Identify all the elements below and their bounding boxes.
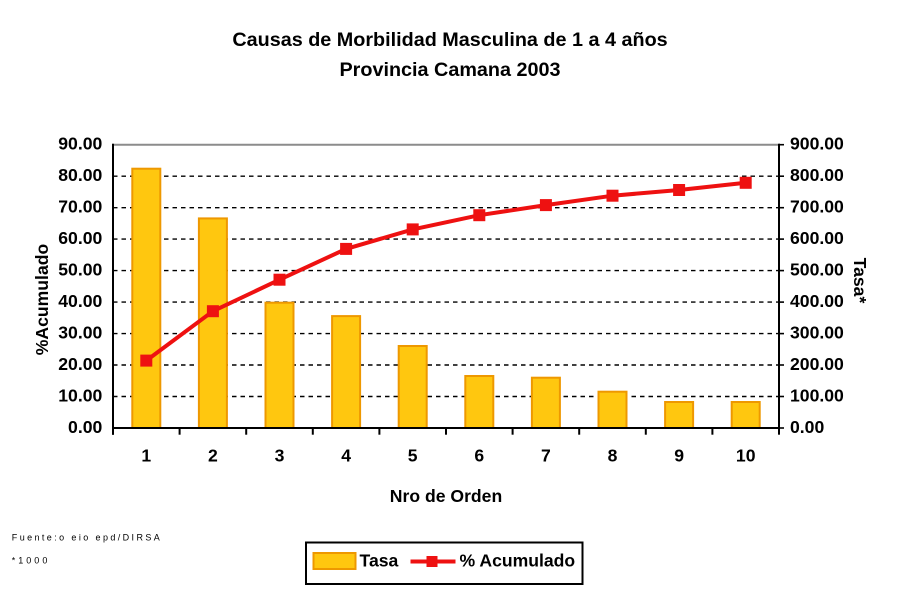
- svg-text:Provincia Camana 2003: Provincia Camana 2003: [339, 59, 560, 81]
- svg-text:400.00: 400.00: [790, 291, 844, 311]
- svg-text:8: 8: [608, 446, 618, 466]
- svg-text:0.00: 0.00: [790, 417, 824, 437]
- svg-text:7: 7: [541, 446, 551, 466]
- svg-text:5: 5: [408, 446, 418, 466]
- svg-text:*1000: *1000: [12, 556, 51, 566]
- svg-text:80.00: 80.00: [58, 165, 102, 185]
- svg-text:% Acumulado: % Acumulado: [460, 551, 576, 571]
- svg-text:2: 2: [208, 446, 218, 466]
- svg-text:900.00: 900.00: [790, 134, 844, 154]
- svg-text:10.00: 10.00: [58, 385, 102, 405]
- svg-text:30.00: 30.00: [58, 322, 102, 342]
- svg-text:Fuente:o eio epd/DIRSA: Fuente:o eio epd/DIRSA: [12, 533, 162, 543]
- svg-text:0.00: 0.00: [68, 417, 102, 437]
- svg-text:10: 10: [736, 446, 756, 466]
- svg-text:200.00: 200.00: [790, 354, 844, 374]
- svg-text:1: 1: [141, 446, 151, 466]
- svg-text:300.00: 300.00: [790, 322, 844, 342]
- svg-text:70.00: 70.00: [58, 197, 102, 217]
- svg-text:700.00: 700.00: [790, 197, 844, 217]
- svg-text:%Acumulado: %Acumulado: [32, 244, 52, 356]
- svg-text:60.00: 60.00: [58, 228, 102, 248]
- svg-text:20.00: 20.00: [58, 354, 102, 374]
- svg-text:500.00: 500.00: [790, 259, 844, 279]
- svg-text:9: 9: [674, 446, 684, 466]
- svg-text:50.00: 50.00: [58, 259, 102, 279]
- svg-text:600.00: 600.00: [790, 228, 844, 248]
- svg-text:40.00: 40.00: [58, 291, 102, 311]
- svg-text:Nro de Orden: Nro de Orden: [390, 486, 502, 506]
- svg-text:6: 6: [474, 446, 484, 466]
- svg-text:Causas de Morbilidad Masculina: Causas de Morbilidad Masculina de 1 a 4 …: [232, 29, 667, 51]
- svg-text:90.00: 90.00: [58, 134, 102, 154]
- svg-text:800.00: 800.00: [790, 165, 844, 185]
- svg-text:100.00: 100.00: [790, 385, 844, 405]
- svg-text:Tasa: Tasa: [360, 551, 399, 571]
- svg-text:Tasa*: Tasa*: [850, 258, 870, 304]
- svg-text:4: 4: [341, 446, 351, 466]
- svg-text:3: 3: [275, 446, 285, 466]
